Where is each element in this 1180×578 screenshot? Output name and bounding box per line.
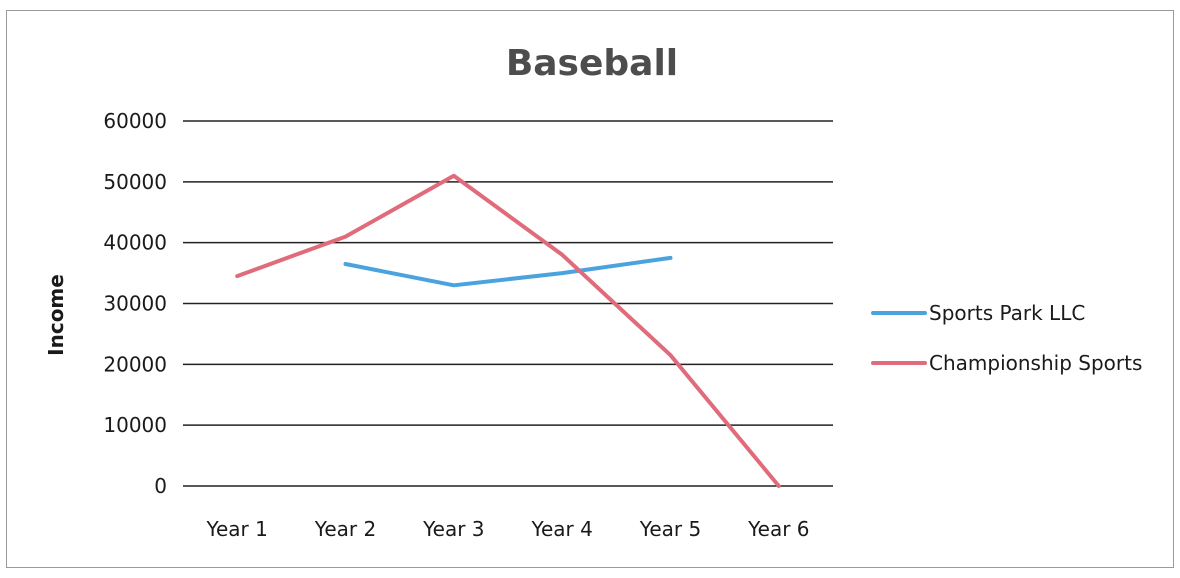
legend: Sports Park LLC Championship Sports bbox=[871, 301, 1142, 375]
x-tick-label: Year 2 bbox=[314, 517, 376, 541]
chart-title: Baseball bbox=[506, 43, 678, 84]
legend-item: Championship Sports bbox=[871, 351, 1142, 375]
y-tick-label: 30000 bbox=[103, 292, 167, 316]
y-axis-ticks: 0 10000 20000 30000 40000 50000 60000 bbox=[103, 109, 167, 498]
x-tick-label: Year 3 bbox=[422, 517, 484, 541]
line-chart: Baseball Income 0 10000 20000 30000 40000 500… bbox=[44, 43, 1142, 541]
legend-label: Championship Sports bbox=[929, 351, 1142, 375]
y-tick-label: 60000 bbox=[103, 109, 167, 133]
gridlines bbox=[183, 120, 833, 487]
chart-frame: Baseball Income 0 10000 20000 30000 40000 500… bbox=[6, 10, 1174, 568]
x-axis-ticks: Year 1 Year 2 Year 3 Year 4 Year 5 Year 6 bbox=[205, 517, 809, 541]
legend-label: Sports Park LLC bbox=[929, 301, 1085, 325]
y-tick-label: 50000 bbox=[103, 170, 167, 194]
y-tick-label: 40000 bbox=[103, 231, 167, 255]
legend-item: Sports Park LLC bbox=[871, 301, 1085, 325]
y-tick-label: 10000 bbox=[103, 413, 167, 437]
y-tick-label: 0 bbox=[154, 474, 167, 498]
y-tick-label: 20000 bbox=[103, 352, 167, 376]
x-tick-label: Year 1 bbox=[205, 517, 267, 541]
series-line-2 bbox=[235, 173, 781, 488]
x-tick-label: Year 4 bbox=[530, 517, 592, 541]
series-line-1 bbox=[343, 255, 673, 288]
y-axis-label: Income bbox=[44, 274, 68, 356]
x-tick-label: Year 5 bbox=[639, 517, 701, 541]
series-lines bbox=[235, 173, 781, 488]
x-tick-label: Year 6 bbox=[747, 517, 809, 541]
